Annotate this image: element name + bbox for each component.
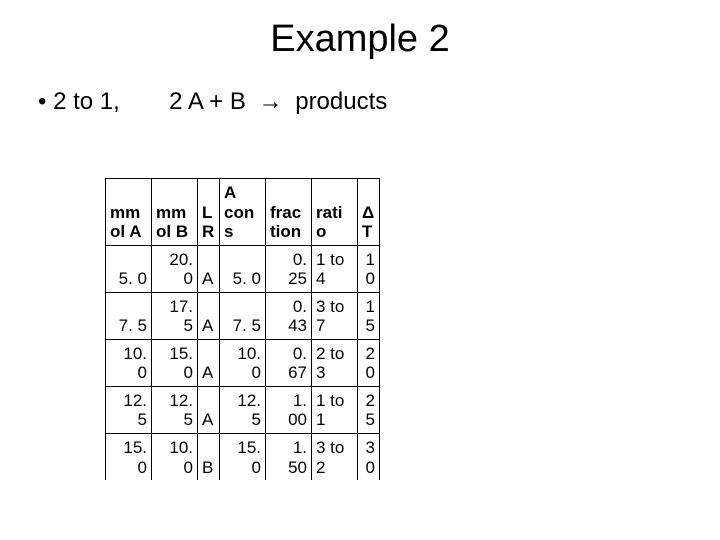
table-cell: 15 bbox=[358, 292, 380, 339]
data-table: mmol Ammol BLRAconsfractionratioΔT 5. 02… bbox=[105, 178, 380, 480]
column-header: fraction bbox=[266, 179, 312, 246]
column-header: mmol B bbox=[152, 179, 198, 246]
table-cell: A bbox=[198, 386, 220, 433]
column-header: Acons bbox=[220, 179, 266, 246]
table-cell: 5. 0 bbox=[220, 245, 266, 292]
table-cell: B bbox=[198, 434, 220, 481]
table-cell: 1. 00 bbox=[266, 386, 312, 433]
table-cell: 25 bbox=[358, 386, 380, 433]
table-cell: 0. 43 bbox=[266, 292, 312, 339]
column-header: ΔT bbox=[358, 179, 380, 246]
table-cell: 0. 67 bbox=[266, 339, 312, 386]
table-cell: 20. 0 bbox=[152, 245, 198, 292]
table-cell: 20 bbox=[358, 339, 380, 386]
table-cell: 12. 5 bbox=[106, 386, 152, 433]
table-cell: 3 to2 bbox=[312, 434, 358, 481]
table-cell: 12. 5 bbox=[220, 386, 266, 433]
equation-right: products bbox=[295, 88, 387, 115]
table-cell: 15. 0 bbox=[106, 434, 152, 481]
table-row: 10. 015. 0A10. 00. 672 to320 bbox=[106, 339, 380, 386]
table-row: 7. 517. 5A7. 50. 433 to715 bbox=[106, 292, 380, 339]
table-cell: A bbox=[198, 292, 220, 339]
data-table-container: mmol Ammol BLRAconsfractionratioΔT 5. 02… bbox=[105, 178, 380, 480]
table-cell: 10. 0 bbox=[106, 339, 152, 386]
table-cell: 15. 0 bbox=[152, 339, 198, 386]
table-cell: 1. 50 bbox=[266, 434, 312, 481]
table-cell: 30 bbox=[358, 434, 380, 481]
column-header: ratio bbox=[312, 179, 358, 246]
table-cell: 0. 25 bbox=[266, 245, 312, 292]
table-cell: 5. 0 bbox=[106, 245, 152, 292]
subtitle-line: • 2 to 1, 2 A + B → products bbox=[38, 88, 387, 116]
table-cell: 10 bbox=[358, 245, 380, 292]
table-cell: 7. 5 bbox=[106, 292, 152, 339]
table-cell: 2 to3 bbox=[312, 339, 358, 386]
table-cell: A bbox=[198, 339, 220, 386]
table-cell: A bbox=[198, 245, 220, 292]
page-title: Example 2 bbox=[0, 18, 720, 61]
table-row: 12. 512. 5A12. 51. 001 to125 bbox=[106, 386, 380, 433]
arrow-icon: → bbox=[253, 88, 289, 115]
table-cell: 12. 5 bbox=[152, 386, 198, 433]
table-cell: 10. 0 bbox=[220, 339, 266, 386]
table-cell: 17. 5 bbox=[152, 292, 198, 339]
column-header: mmol A bbox=[106, 179, 152, 246]
table-cell: 15. 0 bbox=[220, 434, 266, 481]
table-cell: 1 to4 bbox=[312, 245, 358, 292]
table-cell: 1 to1 bbox=[312, 386, 358, 433]
table-cell: 7. 5 bbox=[220, 292, 266, 339]
table-cell: 10. 0 bbox=[152, 434, 198, 481]
equation-left: 2 A + B bbox=[169, 88, 246, 115]
table-row: 5. 020. 0A5. 00. 251 to410 bbox=[106, 245, 380, 292]
table-cell: 3 to7 bbox=[312, 292, 358, 339]
table-row: 15. 010. 0B15. 01. 503 to230 bbox=[106, 434, 380, 481]
bullet-text: • 2 to 1, bbox=[38, 88, 120, 115]
column-header: LR bbox=[198, 179, 220, 246]
